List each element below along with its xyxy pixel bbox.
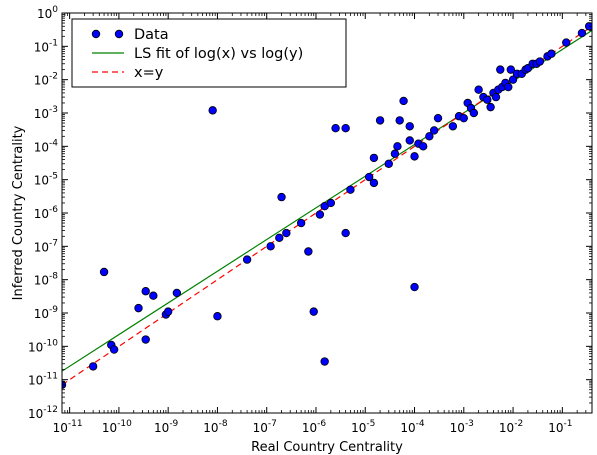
x-tick-label: 10-6 [302,419,327,435]
axes-ticks: 10-11 10-10 10-9 10-8 10-7 10-6 10-5 10-4 10-3 10… [28,5,593,435]
data-point [399,96,408,106]
data-point [496,65,505,74]
data-point [410,152,419,161]
legend-marker-data [114,29,124,39]
y-tick-label: 10-5 [34,172,58,188]
y-tick-label: 10-2 [34,72,58,88]
data-point [395,116,404,125]
legend: Data LS fit of log(x) vs log(y) x=y [71,18,347,88]
data-point [149,291,158,300]
data-point [88,362,98,371]
data-point [364,172,374,182]
data-point [277,192,286,202]
data-point [242,255,252,264]
y-tick-label: 100 [37,5,58,21]
y-tick-label: 10-6 [34,205,59,221]
y-tick-label: 10-9 [34,305,59,321]
data-point [384,159,393,168]
data-point [410,282,419,292]
legend-items: Data LS fit of log(x) vs log(y) x=y [91,27,303,81]
data-point [483,95,492,104]
data-point [163,307,173,316]
data-point [433,113,443,123]
data-point [304,247,313,256]
data-point [296,218,306,228]
data-point [326,198,336,208]
y-tick-label: 10-12 [28,405,58,421]
data-point [562,38,571,47]
y-axis-label: Inferred Country Centrality [11,125,26,300]
data-point [448,122,458,131]
x-tick-label: 10-7 [253,419,277,435]
data-point [141,287,150,296]
data-point [508,75,518,84]
data-point [491,92,501,102]
data-point [405,136,414,145]
data-point [331,123,340,133]
data-point [547,49,556,58]
y-tick-label: 10-8 [34,272,59,288]
data-point [429,126,439,135]
data-point [109,345,119,354]
data-point [213,312,222,321]
data-point [99,267,109,277]
legend-label-data: Data [134,27,169,43]
data-point [341,123,350,133]
x-tick-label: 10-5 [351,419,375,435]
data-point [577,28,587,38]
data-point [393,142,402,151]
data-point [172,288,182,298]
data-point [419,142,428,151]
data-point [315,210,325,219]
data-point [341,228,350,238]
x-tick-label: 10-11 [53,419,83,435]
data-point [504,82,513,92]
data-point [375,116,385,125]
x-axis-label: Real Country Centrality [251,440,403,455]
data-point [369,178,379,188]
y-tick-label: 10-3 [34,105,58,121]
legend-label-ls-fit: LS fit of log(x) vs log(y) [134,46,303,62]
data-point [275,233,284,243]
data-point [486,102,495,112]
data-point [469,108,479,118]
x-tick-label: 10-8 [203,419,228,435]
y-tick-label: 10-10 [28,338,58,354]
legend-label-identity: x=y [134,65,164,81]
data-point [320,357,329,366]
x-tick-label: 10-9 [154,419,179,435]
data-point [141,335,150,344]
data-point [134,303,143,313]
data-point [425,132,434,141]
data-point [390,149,400,158]
data-point [405,122,414,131]
x-tick-label: 10-4 [400,419,425,435]
x-tick-label: 10-2 [499,419,523,435]
data-point [369,153,379,163]
data-point [208,106,217,115]
x-tick-label: 10-1 [548,419,572,435]
y-tick-label: 10-7 [34,238,58,254]
y-tick-label: 10-11 [28,372,58,388]
data-point [535,57,545,66]
y-tick-label: 10-1 [34,38,58,54]
x-tick-label: 10-3 [450,419,474,435]
y-tick-label: 10-4 [34,138,59,154]
x-tick-label: 10-10 [102,419,132,435]
plot-area [62,22,592,390]
data-point [282,228,291,238]
legend-marker-data [91,29,101,39]
data-point [474,85,483,94]
data-point [266,242,275,251]
data-point [346,185,355,194]
data-point [459,113,468,123]
data-point [506,65,516,74]
data-point [309,307,318,316]
